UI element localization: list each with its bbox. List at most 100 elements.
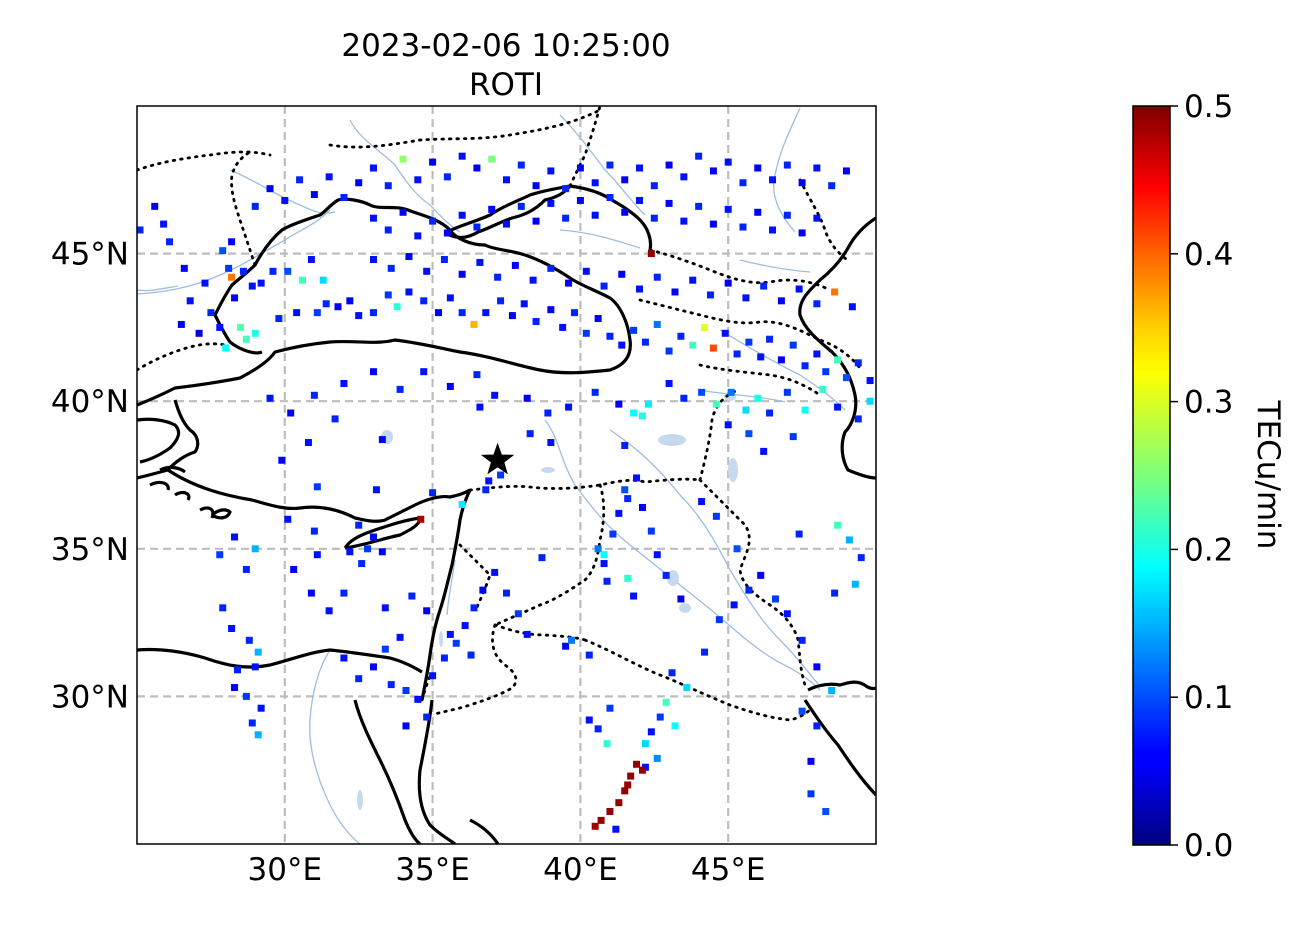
roti-point: [828, 182, 836, 190]
roti-point: [562, 185, 570, 193]
roti-point: [701, 648, 709, 656]
roti-point: [576, 196, 584, 204]
roti-point: [497, 297, 505, 305]
roti-point: [594, 315, 602, 323]
roti-point: [547, 199, 555, 207]
colorbar: 0.5 0.4 0.3 0.2 0.1 0.0 TECu/min: [1132, 89, 1286, 864]
roti-point: [503, 176, 510, 184]
roti-point: [461, 622, 469, 630]
roti-point: [405, 288, 413, 296]
dead-sea: [439, 631, 443, 647]
aras-river: [699, 389, 786, 403]
roti-point: [284, 515, 292, 523]
roti-point: [650, 182, 658, 190]
roti-point: [739, 223, 747, 231]
roti-point: [603, 577, 611, 585]
roti-point: [313, 551, 321, 559]
roti-point: [396, 633, 404, 641]
roti-point: [724, 279, 732, 287]
roti-point: [668, 669, 676, 677]
roti-point: [458, 501, 466, 509]
roti-point: [562, 642, 570, 650]
roti-point: [677, 332, 685, 340]
roti-point: [381, 604, 389, 612]
roti-point: [621, 441, 629, 449]
dnieper-river: [349, 119, 461, 233]
roti-point: [851, 580, 859, 588]
roti-point: [355, 179, 363, 187]
roti-point: [488, 155, 496, 163]
roti-point: [653, 273, 661, 281]
roti-point: [831, 589, 839, 597]
roti-point: [440, 256, 448, 264]
roti-point: [369, 309, 377, 317]
roti-point: [754, 394, 762, 402]
roti-point: [842, 374, 850, 382]
roti-point: [565, 403, 573, 411]
roti-point: [177, 320, 185, 328]
roti-point: [231, 533, 239, 541]
roti-point: [813, 722, 821, 730]
roti-point: [807, 790, 815, 798]
roti-point: [369, 164, 377, 172]
roti-point: [325, 173, 333, 181]
roti-point: [310, 391, 318, 399]
rivers: [137, 107, 846, 844]
roti-point: [624, 781, 632, 789]
roti-point: [251, 202, 259, 210]
roti-point: [559, 323, 567, 331]
roti-point: [689, 341, 697, 349]
caspian-west-coast: [798, 216, 876, 480]
roti-point: [612, 825, 620, 833]
roti-point: [228, 238, 236, 246]
roti-point: [665, 379, 673, 387]
roti-point: [624, 574, 632, 582]
roti-point: [242, 692, 250, 700]
roti-point: [745, 430, 753, 438]
roti-point: [547, 306, 555, 314]
border-jordan-saudi: [430, 623, 518, 717]
roti-point: [727, 388, 735, 396]
roti-point: [228, 273, 236, 281]
roti-point: [497, 471, 505, 479]
roti-point: [488, 205, 496, 213]
border-moldova: [230, 150, 257, 267]
roti-point: [429, 672, 437, 680]
roti-point: [443, 229, 451, 237]
roti-point: [532, 217, 540, 225]
roti-point: [609, 530, 617, 538]
roti-point: [269, 267, 277, 275]
roti-point: [854, 415, 862, 423]
roti-point: [358, 560, 366, 568]
roti-point: [621, 208, 629, 216]
map-frame: [136, 105, 877, 845]
roti-point: [429, 489, 437, 497]
roti-data-points: [137, 152, 874, 833]
roti-point: [757, 353, 765, 361]
roti-point: [296, 176, 304, 184]
roti-point: [166, 238, 174, 246]
roti-point: [854, 359, 862, 367]
roti-point: [798, 707, 806, 715]
roti-point: [372, 486, 380, 494]
roti-point: [420, 368, 428, 376]
levant-coast: [420, 489, 472, 701]
lake-van: [658, 434, 686, 446]
roti-point: [594, 725, 602, 733]
colorbar-tick-label: 0.4: [1184, 237, 1233, 273]
roti-point: [813, 214, 821, 222]
roti-point: [254, 648, 262, 656]
lake-qadisiyah: [667, 570, 679, 586]
lon-tick-label: 45°E: [691, 852, 766, 888]
colorbar-ticks: 0.5 0.4 0.3 0.2 0.1 0.0: [1170, 89, 1233, 864]
danube-delta: [137, 285, 179, 292]
roti-point: [813, 350, 821, 358]
roti-point: [219, 247, 227, 255]
roti-point: [709, 344, 717, 352]
roti-point: [299, 276, 307, 284]
roti-point: [446, 294, 454, 302]
roti-point: [216, 551, 224, 559]
map-title-subtitle: ROTI: [468, 67, 544, 103]
roti-point: [523, 394, 531, 402]
epicenter-star-icon: [480, 442, 515, 475]
